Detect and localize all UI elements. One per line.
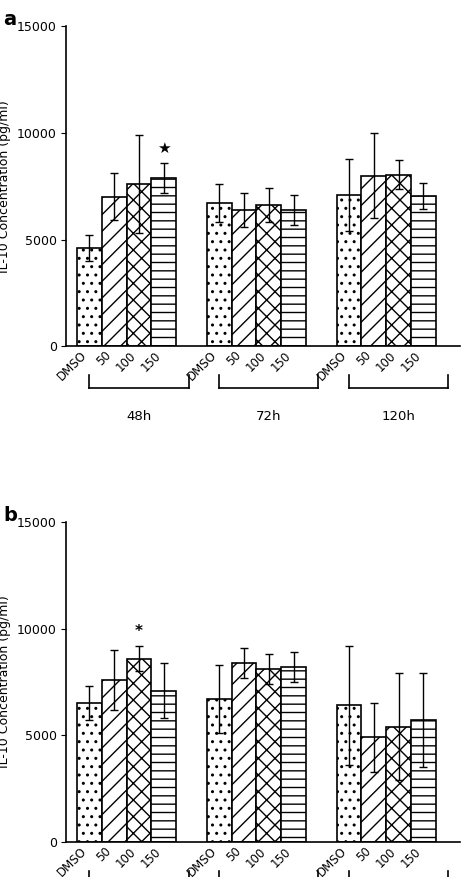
Bar xyxy=(207,203,232,346)
Bar xyxy=(411,196,436,346)
Bar xyxy=(386,175,411,346)
Bar xyxy=(232,210,256,346)
Bar xyxy=(151,690,176,842)
Bar xyxy=(127,184,151,346)
Text: b: b xyxy=(3,506,17,525)
Y-axis label: IL-10 Concentration (pg/ml): IL-10 Concentration (pg/ml) xyxy=(0,595,11,768)
Bar xyxy=(337,195,362,346)
Y-axis label: IL-10 Concentration (pg/ml): IL-10 Concentration (pg/ml) xyxy=(0,100,11,273)
Bar xyxy=(281,210,306,346)
Text: a: a xyxy=(3,11,17,29)
Bar xyxy=(102,197,127,346)
Bar xyxy=(361,175,386,346)
Bar xyxy=(386,727,411,842)
Text: ★: ★ xyxy=(157,141,171,156)
Bar xyxy=(151,178,176,346)
Bar xyxy=(77,703,102,842)
Bar xyxy=(127,659,151,842)
Bar xyxy=(102,680,127,842)
Bar xyxy=(361,738,386,842)
Bar xyxy=(207,699,232,842)
Text: 72h: 72h xyxy=(256,410,282,423)
Text: *: * xyxy=(135,624,143,639)
Bar xyxy=(256,205,281,346)
Bar xyxy=(256,669,281,842)
Text: 48h: 48h xyxy=(126,410,152,423)
Text: 120h: 120h xyxy=(382,410,416,423)
Bar xyxy=(232,663,256,842)
Bar xyxy=(281,667,306,842)
Bar xyxy=(77,248,102,346)
Bar xyxy=(337,705,362,842)
Bar xyxy=(411,720,436,842)
